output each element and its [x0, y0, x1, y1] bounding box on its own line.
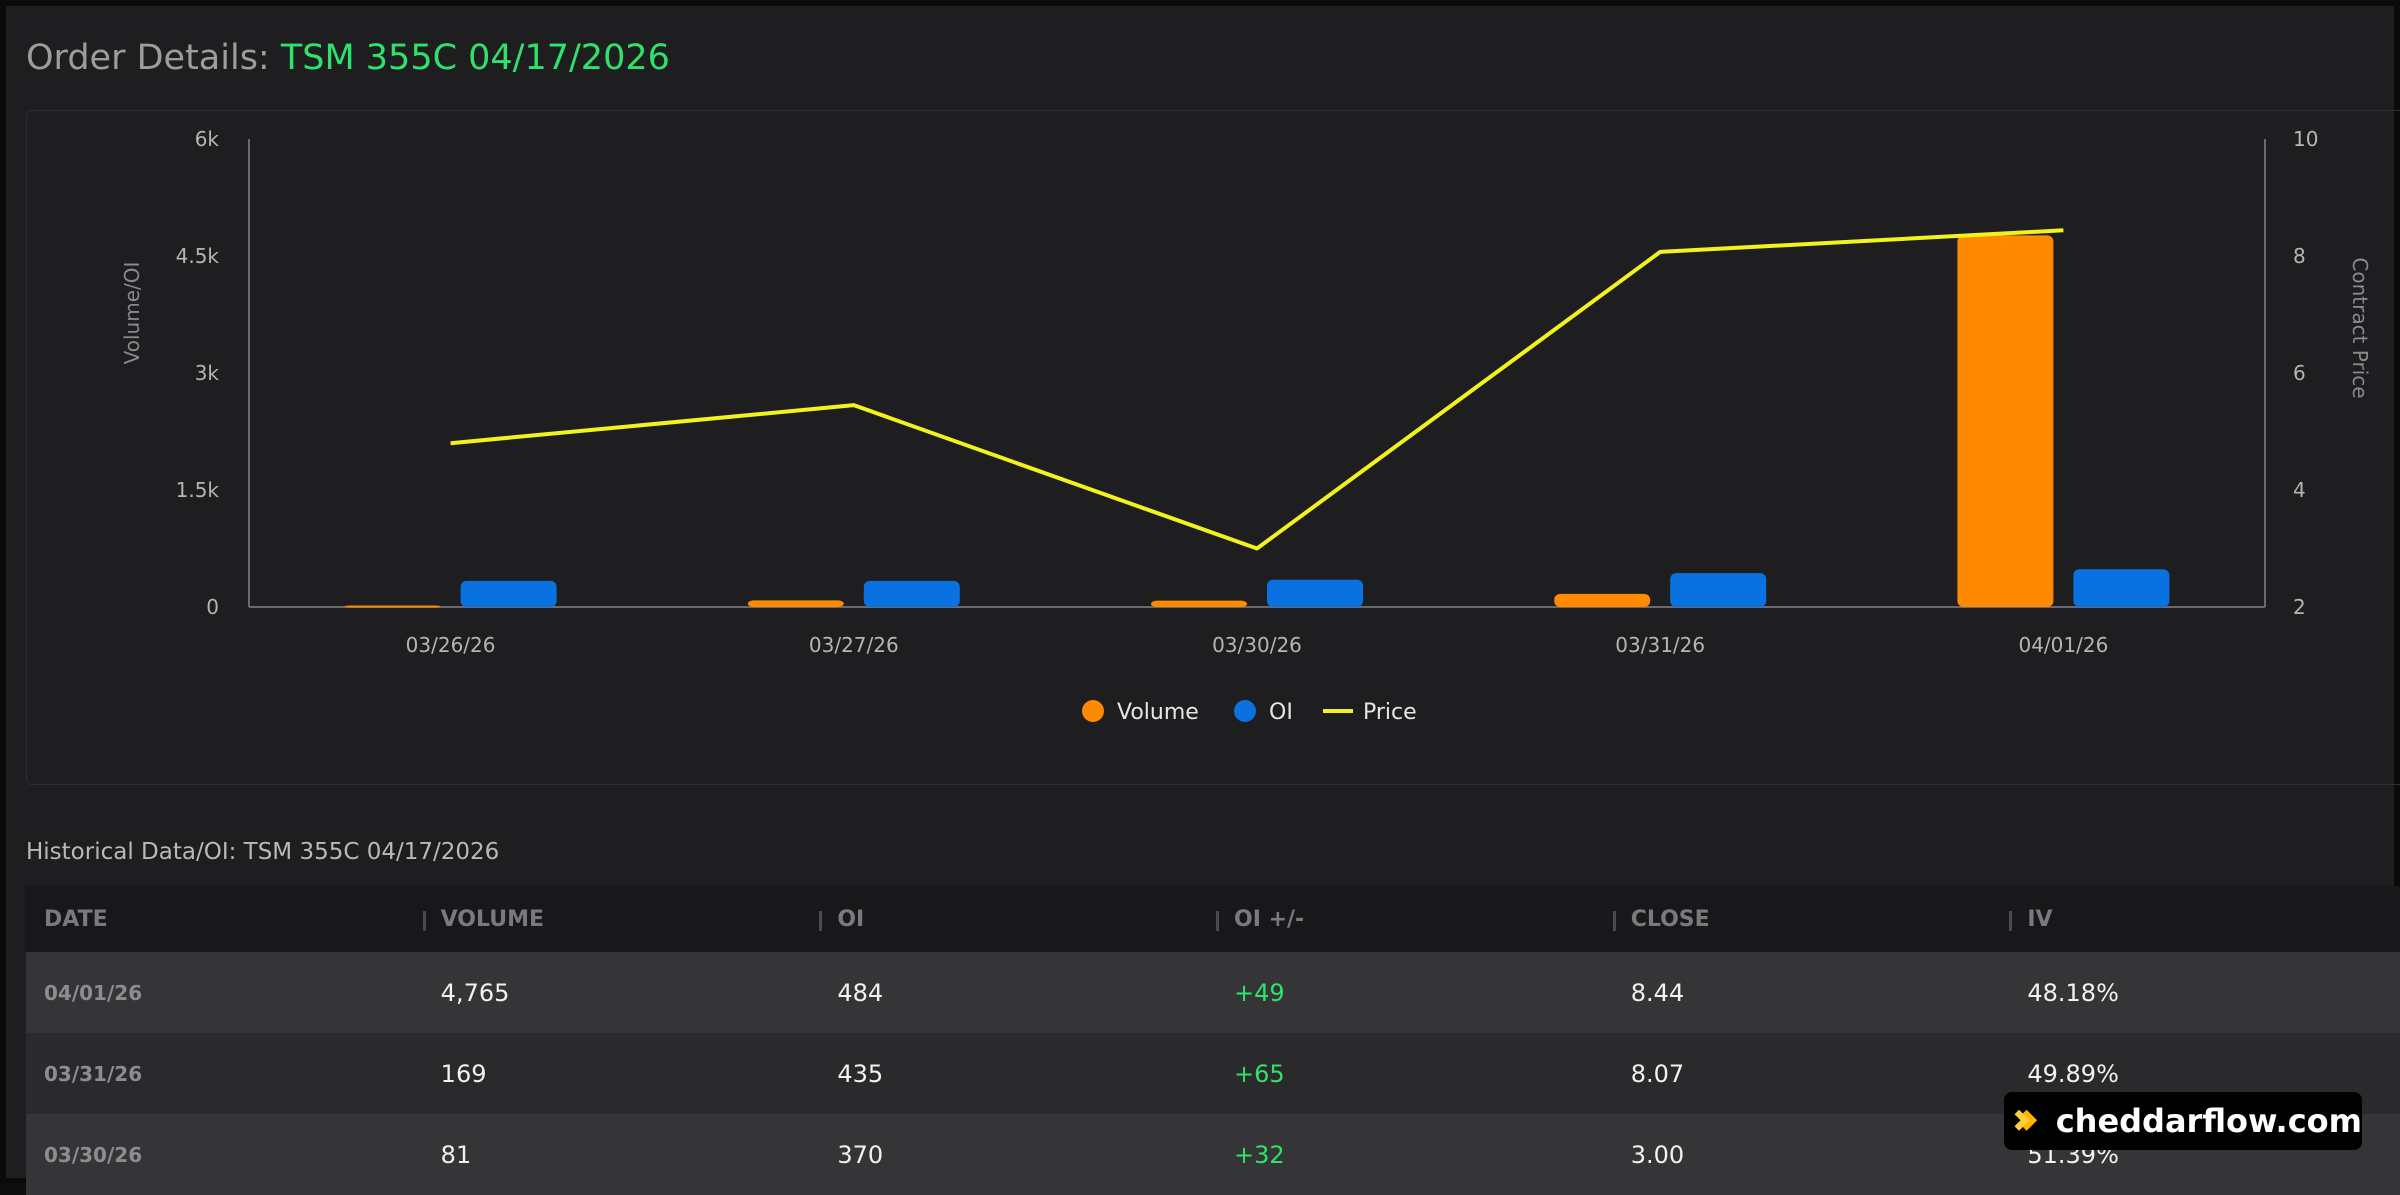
volume-bar	[344, 605, 441, 608]
oi-bar	[2073, 569, 2170, 607]
cell-iv: 49.89%	[2027, 1059, 2119, 1088]
oi-bar	[1670, 573, 1767, 607]
price-line	[450, 228, 2064, 551]
page-title: Order Details: TSM 355C 04/17/2026	[26, 38, 670, 78]
table-row[interactable]: 04/01/26 4,765 484 +49 8.44 48.18%	[26, 952, 2400, 1033]
x-tick-label: 03/26/26	[406, 633, 496, 657]
cell-iv: 48.18%	[2027, 978, 2119, 1007]
y2-tick-label: 4	[2293, 478, 2306, 502]
historical-data-title: Historical Data/OI: TSM 355C 04/17/2026	[26, 839, 500, 865]
cell-date: 04/01/26	[44, 980, 143, 1005]
cell-volume: 4,765	[440, 978, 510, 1007]
y2-tick-label: 8	[2293, 244, 2306, 268]
column-header-date[interactable]: DATE	[44, 906, 108, 932]
cell-oi-change: +32	[1234, 1140, 1285, 1169]
column-header-close[interactable]: CLOSE	[1612, 907, 2010, 932]
volume-oi-price-chart: 0 1.5k 3k 4.5k 6k 2 4 6 8 10 Volume/OI Contract Pri…	[120, 127, 2372, 725]
cell-volume: 169	[440, 1059, 487, 1088]
y-tick-label: 4.5k	[176, 244, 220, 268]
y2-tick-label: 6	[2293, 361, 2306, 385]
cell-volume: 81	[440, 1140, 472, 1169]
title-label: Order Details:	[26, 38, 270, 78]
y2-axis-title: Contract Price	[2348, 257, 2372, 398]
cell-close: 8.44	[1630, 978, 1685, 1007]
y-tick-label: 1.5k	[176, 478, 220, 502]
y-tick-label: 0	[206, 595, 219, 619]
legend-volume-label: Volume	[1117, 700, 1199, 725]
cell-oi: 484	[837, 978, 884, 1007]
volume-bar	[1957, 235, 2054, 607]
cell-close: 3.00	[1630, 1140, 1685, 1169]
volume-bar	[747, 600, 844, 607]
cell-oi-change: +65	[1234, 1059, 1285, 1088]
legend-price-label: Price	[1363, 700, 1417, 725]
y-axis-title: Volume/OI	[120, 262, 144, 365]
x-tick-label: 03/27/26	[809, 633, 899, 657]
cell-oi-change: +49	[1234, 978, 1285, 1007]
y-tick-label: 6k	[195, 127, 220, 151]
volume-bar	[1151, 600, 1247, 607]
legend-oi-marker	[1234, 700, 1256, 722]
y2-tick-label: 10	[2293, 127, 2318, 151]
cell-oi: 370	[837, 1140, 884, 1169]
oi-bar	[863, 580, 960, 607]
watermark-text: cheddarflow.com	[2055, 1102, 2362, 1140]
chart-card: 0 1.5k 3k 4.5k 6k 2 4 6 8 10 Volume/OI Contract Pri…	[26, 110, 2400, 785]
cell-date: 03/31/26	[44, 1061, 143, 1086]
cell-date: 03/30/26	[44, 1142, 143, 1167]
y2-tick-label: 2	[2293, 595, 2306, 619]
x-tick-label: 03/31/26	[1615, 633, 1705, 657]
cheddarflow-watermark: cheddarflow.com	[2004, 1092, 2362, 1150]
column-header-oi[interactable]: OI	[819, 907, 1216, 932]
cheddarflow-logo-icon	[2014, 1109, 2038, 1131]
x-tick-label: 03/30/26	[1212, 633, 1302, 657]
contract-symbol: TSM 355C 04/17/2026	[280, 38, 670, 78]
y-tick-label: 3k	[195, 361, 220, 385]
table-header: DATE VOLUME OI OI +/- CLOSE IV	[26, 886, 2400, 952]
cell-oi: 435	[837, 1059, 884, 1088]
oi-bar	[1267, 579, 1363, 607]
column-header-oi-change[interactable]: OI +/-	[1216, 907, 1613, 932]
x-tick-label: 04/01/26	[2018, 633, 2108, 657]
column-header-volume[interactable]: VOLUME	[422, 907, 820, 932]
oi-bar	[460, 580, 557, 607]
volume-bar	[1554, 593, 1651, 607]
column-header-iv[interactable]: IV	[2009, 907, 2400, 932]
cell-close: 8.07	[1630, 1059, 1685, 1088]
legend-volume-marker	[1082, 700, 1104, 722]
legend-oi-label: OI	[1269, 700, 1293, 725]
